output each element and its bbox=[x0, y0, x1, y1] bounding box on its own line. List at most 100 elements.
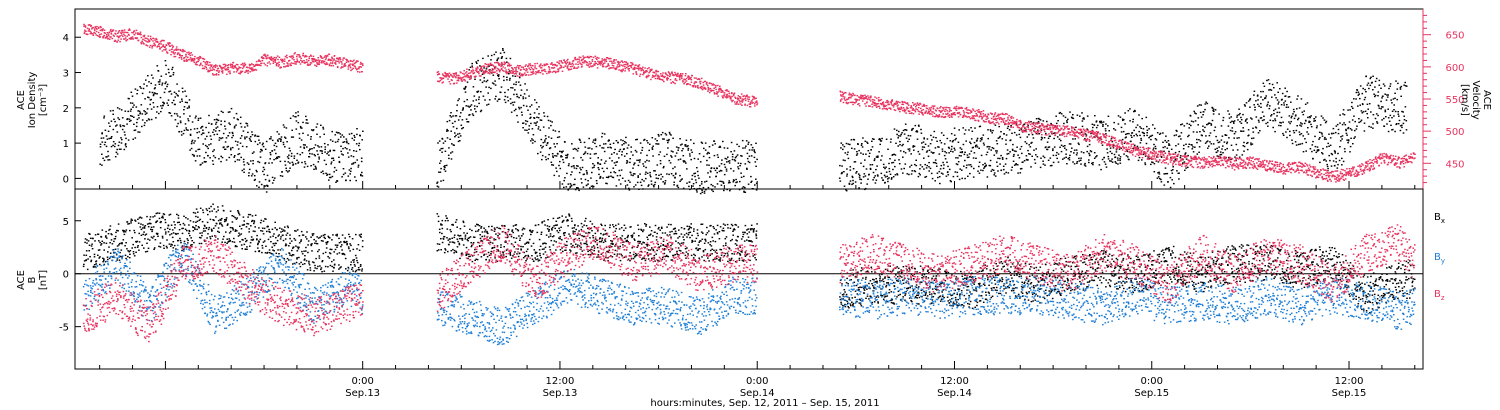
density-series-point bbox=[924, 176, 926, 178]
density-series-point bbox=[345, 179, 347, 182]
velocity-series-point bbox=[534, 65, 536, 67]
density-series-point bbox=[1192, 146, 1194, 148]
density-series-point bbox=[452, 126, 455, 128]
velocity-series-point bbox=[473, 72, 476, 74]
velocity-series-point bbox=[222, 67, 225, 69]
density-series-point bbox=[316, 150, 318, 152]
density-series-point bbox=[843, 145, 846, 148]
density-series-point bbox=[1052, 149, 1054, 152]
velocity-series-point bbox=[603, 58, 606, 60]
velocity-series-point bbox=[84, 25, 87, 27]
density-series-point bbox=[501, 56, 503, 58]
density-series-point bbox=[716, 183, 719, 185]
density-series-point bbox=[1396, 98, 1398, 101]
density-series-point bbox=[1391, 117, 1393, 119]
velocity-series-point bbox=[127, 29, 130, 31]
density-series-point bbox=[1263, 115, 1265, 117]
velocity-series-point bbox=[556, 65, 558, 67]
density-series-point bbox=[264, 148, 267, 150]
density-series-point bbox=[280, 139, 282, 141]
density-series-point bbox=[271, 162, 273, 164]
density-series-point bbox=[936, 140, 938, 142]
density-series-point bbox=[440, 180, 442, 182]
density-series-point bbox=[923, 137, 925, 139]
density-series-point bbox=[1389, 85, 1391, 87]
density-series-point bbox=[668, 173, 670, 176]
velocity-series-point bbox=[666, 77, 669, 79]
velocity-series-point bbox=[504, 67, 506, 69]
velocity-series-point bbox=[515, 69, 517, 72]
density-series-point bbox=[1086, 150, 1088, 153]
velocity-series-point bbox=[464, 75, 466, 77]
density-series-point bbox=[273, 149, 276, 151]
density-series-point bbox=[566, 155, 569, 157]
density-series-point bbox=[1203, 130, 1205, 133]
velocity-series-point bbox=[92, 33, 94, 35]
density-series-point bbox=[1019, 136, 1022, 139]
velocity-series-point bbox=[612, 65, 615, 67]
velocity-series-point bbox=[106, 36, 108, 39]
density-series-point bbox=[857, 173, 860, 175]
density-series-point bbox=[149, 103, 151, 106]
velocity-series-point bbox=[467, 76, 469, 78]
density-series-point bbox=[493, 83, 495, 85]
velocity-series-point bbox=[454, 72, 456, 75]
density-series-point bbox=[725, 168, 728, 170]
density-series-point bbox=[287, 171, 289, 173]
velocity-series-point bbox=[479, 69, 482, 71]
density-series-point bbox=[554, 130, 557, 132]
density-series-point bbox=[321, 150, 323, 152]
density-series-point bbox=[1270, 115, 1272, 117]
density-series-point bbox=[342, 154, 344, 156]
density-series-point bbox=[1240, 130, 1242, 132]
density-series-point bbox=[1221, 135, 1224, 137]
velocity-series-point bbox=[512, 70, 514, 73]
density-series-point bbox=[1140, 127, 1142, 129]
density-series-point bbox=[1359, 97, 1361, 100]
density-series-point bbox=[939, 168, 942, 170]
density-series-point bbox=[129, 110, 132, 112]
velocity-series-point bbox=[280, 58, 282, 61]
density-series-point bbox=[1306, 131, 1308, 133]
density-series-point bbox=[331, 157, 333, 160]
density-series-point bbox=[1241, 130, 1243, 132]
velocity-series-point bbox=[680, 76, 683, 78]
velocity-series-point bbox=[558, 62, 560, 64]
density-series-point bbox=[494, 80, 496, 82]
velocity-series-point bbox=[515, 71, 518, 73]
velocity-series-point bbox=[248, 63, 251, 66]
velocity-series-point bbox=[546, 63, 549, 66]
velocity-series-point bbox=[309, 62, 312, 64]
density-series-point bbox=[233, 156, 235, 158]
velocity-series-point bbox=[442, 77, 445, 79]
density-series-point bbox=[327, 151, 329, 153]
density-series-point bbox=[1211, 119, 1214, 122]
density-series-point bbox=[884, 167, 886, 170]
velocity-series-point bbox=[258, 59, 260, 61]
velocity-series-point bbox=[305, 59, 308, 61]
density-series-point bbox=[860, 152, 862, 154]
density-series-point bbox=[645, 171, 647, 173]
velocity-series-point bbox=[152, 40, 154, 42]
density-series-point bbox=[1357, 91, 1360, 93]
density-series-point bbox=[950, 148, 953, 150]
density-series-point bbox=[350, 167, 352, 170]
density-series-point bbox=[360, 160, 363, 163]
velocity-series-point bbox=[582, 58, 584, 61]
velocity-series-point bbox=[118, 36, 121, 38]
velocity-series-point bbox=[502, 66, 504, 68]
velocity-series-point bbox=[492, 71, 495, 74]
density-series-point bbox=[1272, 120, 1274, 122]
density-series-point bbox=[1113, 153, 1116, 156]
density-series-point bbox=[636, 138, 638, 141]
density-series-point bbox=[1012, 155, 1015, 157]
density-series-point bbox=[338, 160, 341, 163]
density-series-point bbox=[100, 137, 103, 139]
density-series-point bbox=[615, 185, 618, 187]
density-series-point bbox=[1265, 122, 1267, 125]
density-series-point bbox=[925, 151, 928, 153]
density-series-point bbox=[869, 167, 872, 170]
velocity-series-point bbox=[655, 73, 657, 75]
density-series-point bbox=[1079, 159, 1082, 161]
density-series-point bbox=[356, 133, 358, 136]
